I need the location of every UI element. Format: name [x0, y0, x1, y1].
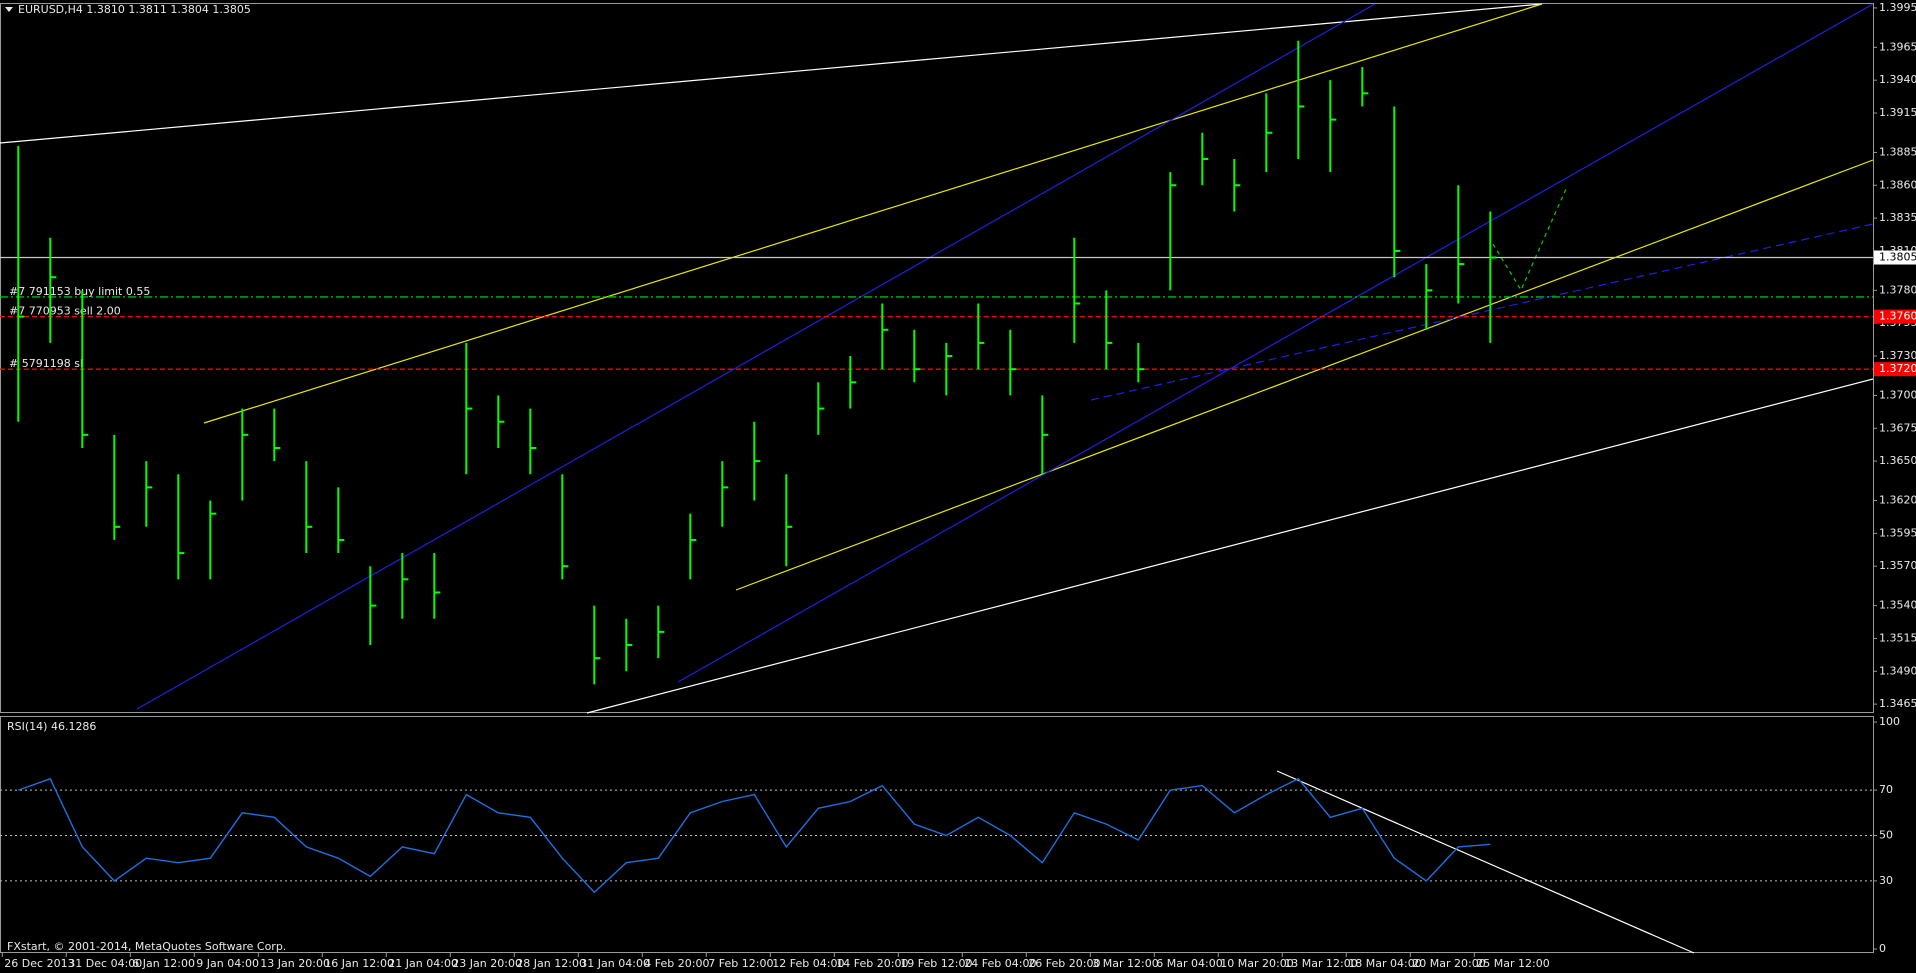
footer: FXstart, © 2001-2014, MetaQuotes Softwar…: [7, 940, 286, 953]
x-tick-label: 20 Mar 20:00: [1412, 957, 1485, 970]
y-tick-label: 1.3730: [1879, 349, 1916, 362]
x-tick-label: 23 Jan 20:00: [452, 957, 522, 970]
x-tick-label: 9 Jan 04:00: [196, 957, 259, 970]
x-tick-label: 25 Mar 12:00: [1476, 957, 1549, 970]
x-tick-label: 7 Feb 12:00: [708, 957, 773, 970]
y-tick-label: 1.3940: [1879, 73, 1916, 86]
x-tick-label: 21 Jan 04:00: [388, 957, 458, 970]
projection: [1492, 188, 1567, 292]
order-price-label: 1.3760: [1879, 310, 1916, 323]
x-tick-label: 19 Feb 12:00: [900, 957, 972, 970]
y-tick-label: 1.3675: [1879, 421, 1916, 434]
y-tick-label: 1.3835: [1879, 211, 1916, 224]
trendline: [1090, 223, 1874, 401]
current-price-label: 1.3805: [1879, 251, 1916, 264]
y-tick-label: 1.3995: [1879, 1, 1916, 14]
x-tick-label: 4 Feb 20:00: [644, 957, 709, 970]
y-tick-label: 1.3965: [1879, 40, 1916, 53]
y-tick-label: 1.3490: [1879, 664, 1916, 677]
price-panel-frame: [0, 3, 1874, 713]
menu-arrow[interactable]: [5, 7, 13, 12]
x-tick-label: 26 Dec 2013: [4, 957, 74, 970]
y-tick-label: 1.3620: [1879, 494, 1916, 507]
rsi-title: RSI(14) 46.1286: [7, 720, 96, 733]
x-tick-label: 26 Feb 20:00: [1028, 957, 1100, 970]
y-tick-label: 1.3465: [1879, 697, 1916, 710]
order-price-label: 1.3720: [1879, 362, 1916, 375]
rsi-line: [18, 777, 1491, 894]
x-tick-label: 24 Feb 04:00: [964, 957, 1036, 970]
x-tick-label: 28 Jan 12:00: [516, 957, 586, 970]
y-tick-label: 1.3700: [1879, 388, 1916, 401]
y-tick-label: 1.3915: [1879, 106, 1916, 119]
chart-title: EURUSD,H4 1.3810 1.3811 1.3804 1.3805: [18, 3, 251, 16]
y-tick-label: 1.3570: [1879, 559, 1916, 572]
order-label: # 5791198 sl: [9, 357, 83, 370]
y-tick-label: 70: [1879, 783, 1893, 796]
y-tick-label: 100: [1879, 715, 1900, 728]
y-tick-label: 1.3650: [1879, 454, 1916, 467]
x-tick-label: 12 Feb 04:00: [772, 957, 844, 970]
trendline: [0, 3, 1543, 144]
trendline: [203, 3, 1543, 424]
x-tick-label: 31 Dec 04:00: [68, 957, 142, 970]
order-label: #7 791153 buy limit 0.55: [9, 285, 150, 298]
x-tick-label: 6 Mar 04:00: [1156, 957, 1222, 970]
y-tick-label: 1.3540: [1879, 599, 1916, 612]
x-tick-label: 6 Jan 12:00: [132, 957, 195, 970]
order-price-box: [1874, 362, 1916, 377]
current-price-box: [1874, 250, 1916, 265]
y-tick-label: 30: [1879, 874, 1893, 887]
order-price-box: [1874, 309, 1916, 324]
order-label: #7 770953 sell 2.00: [9, 305, 121, 318]
x-tick-label: 3 Mar 12:00: [1092, 957, 1158, 970]
y-tick-label: 1.3515: [1879, 631, 1916, 644]
trendline: [735, 159, 1874, 591]
y-tick-label: 0: [1879, 942, 1886, 955]
rsi-trendline: [1276, 770, 1695, 954]
x-tick-label: 14 Feb 20:00: [836, 957, 908, 970]
y-tick-label: 50: [1879, 829, 1893, 842]
y-tick-label: 1.3780: [1879, 283, 1916, 296]
trendline: [586, 378, 1874, 714]
x-tick-label: 13 Mar 12:00: [1284, 957, 1357, 970]
x-tick-label: 18 Mar 04:00: [1348, 957, 1421, 970]
trendline: [136, 3, 1376, 710]
rsi-panel-frame: [0, 716, 1874, 953]
x-tick-label: 31 Jan 04:00: [580, 957, 650, 970]
trendlines: [0, 3, 1874, 954]
x-tick-label: 13 Jan 20:00: [260, 957, 330, 970]
y-tick-label: 1.3595: [1879, 526, 1916, 539]
y-tick-label: 1.3860: [1879, 178, 1916, 191]
trendline: [677, 3, 1874, 683]
x-tick-label: 16 Jan 12:00: [324, 957, 394, 970]
y-tick-label: 1.3885: [1879, 145, 1916, 158]
x-tick-label: 10 Mar 20:00: [1220, 957, 1293, 970]
